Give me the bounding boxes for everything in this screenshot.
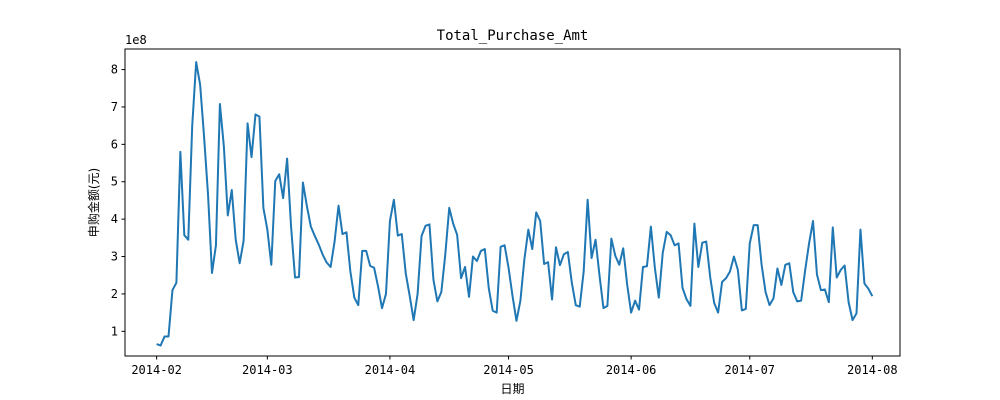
y-tick-label: 7 — [111, 100, 118, 114]
y-tick-label: 1 — [111, 324, 118, 338]
y-axis-label: 申购金额(元) — [86, 168, 101, 237]
y-tick-label: 5 — [111, 175, 118, 189]
y-tick-label: 3 — [111, 250, 118, 264]
plot-area-frame — [124, 48, 901, 357]
x-axis-ticks: 2014-02 2014-03 2014-04 2014-05 2014-06 2014-… — [131, 356, 898, 377]
x-axis-label: 日期 — [500, 382, 524, 396]
x-tick-label: 2014-03 — [242, 363, 293, 377]
chart-title: Total_Purchase_Amt — [437, 28, 589, 44]
series-line — [156, 61, 874, 347]
x-tick-label: 2014-05 — [483, 363, 534, 377]
y-axis-ticks: 1 2 3 4 5 6 7 8 — [111, 63, 125, 338]
y-axis-offset-label: 1e8 — [125, 33, 147, 47]
series-group — [156, 61, 874, 347]
x-tick-label: 2014-07 — [724, 363, 775, 377]
y-tick-label: 2 — [111, 287, 118, 301]
y-tick-label: 6 — [111, 137, 118, 151]
x-tick-label: 2014-02 — [131, 363, 182, 377]
y-tick-label: 4 — [111, 212, 118, 226]
y-tick-label: 8 — [111, 63, 118, 77]
x-tick-label: 2014-08 — [847, 363, 898, 377]
x-tick-label: 2014-04 — [365, 363, 416, 377]
x-tick-label: 2014-06 — [606, 363, 657, 377]
